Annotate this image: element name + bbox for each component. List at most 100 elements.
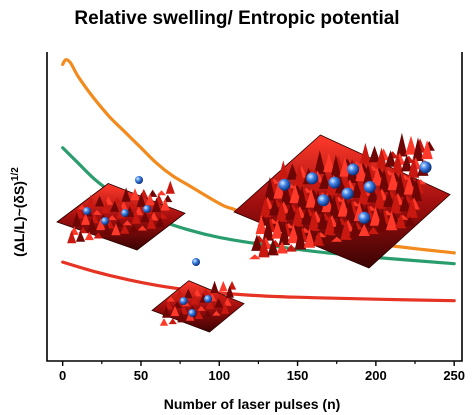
- inset-surface-peak: [285, 244, 297, 252]
- inset-surface-peak: [86, 194, 96, 209]
- inset-surface-peak: [140, 211, 150, 223]
- inset-surface-peak: [303, 228, 316, 248]
- inset-surface-peak: [273, 179, 285, 199]
- inset-surface-peak: [378, 168, 390, 193]
- inset-dot: [101, 217, 109, 225]
- inset-surface-peak: [210, 280, 219, 293]
- inset-surface-peak: [383, 190, 395, 207]
- inset-surface-peak: [406, 196, 418, 218]
- inset-surface-peak: [403, 175, 415, 195]
- inset-surface-peak: [194, 310, 204, 319]
- inset-surface-peak: [293, 165, 306, 187]
- inset-surface-peak: [75, 230, 86, 242]
- inset-surface-peak: [330, 154, 342, 179]
- inset-surface-peak: [184, 288, 193, 299]
- inset-surface-peak: [190, 293, 199, 305]
- inset-surface-peak: [177, 310, 186, 323]
- svg-text:(ΔL/L)~(δS)1/2: (ΔL/L)~(δS)1/2: [10, 167, 27, 257]
- inset-surface-peak: [121, 187, 131, 202]
- inset-surface-peak: [358, 183, 370, 205]
- inset-surface-peak: [351, 181, 363, 198]
- inset-surface-peak: [296, 185, 308, 210]
- inset-surface-peak: [328, 194, 340, 219]
- inset-surface-peak: [197, 305, 206, 311]
- inset-surface-peak: [201, 288, 210, 295]
- inset-surface-peak: [390, 192, 402, 214]
- inset-surface-peak: [314, 150, 326, 174]
- inset-surface-peak: [324, 214, 336, 236]
- inset-surface-peak: [255, 215, 267, 235]
- inset-surface-peak: [344, 199, 356, 224]
- inset-dot: [419, 161, 432, 174]
- series-line-3: [61, 260, 456, 303]
- inset-surface-peak: [130, 188, 140, 201]
- inset-surface-peak: [155, 216, 165, 228]
- inset-surface-peak: [214, 298, 223, 308]
- inset-surface-peak: [145, 193, 155, 206]
- series-line-2: [61, 146, 456, 266]
- inset-surface-peak: [289, 184, 301, 204]
- inset-surface-peak: [262, 216, 274, 241]
- inset-surface-peak: [323, 153, 335, 173]
- inset-surface-peak: [259, 196, 272, 218]
- inset-surface-1: [56, 176, 186, 251]
- inset-surface-peak: [395, 213, 407, 229]
- inset-surface-peak: [175, 288, 184, 300]
- inset-surface-peak: [225, 285, 234, 298]
- inset-surface-peak: [102, 222, 112, 237]
- inset-dot: [363, 181, 376, 193]
- inset-surface-peak: [271, 219, 283, 239]
- inset-surface-peak: [399, 194, 411, 212]
- inset-surface-peak: [355, 162, 367, 182]
- inset-surface-peak: [301, 207, 313, 225]
- inset-surface-peak: [322, 234, 334, 244]
- inset-surface-peak: [166, 296, 175, 302]
- inset-surface-peak: [405, 135, 417, 155]
- inset-surface-peak: [160, 198, 170, 211]
- inset-surface-peak: [376, 208, 389, 233]
- y-axis-label-superscript: 1/2: [10, 167, 21, 181]
- x-tick-label: 250: [443, 368, 465, 383]
- inset-surface-peak: [305, 188, 317, 208]
- inset-surface-peak: [277, 160, 289, 182]
- inset-dot: [121, 209, 129, 217]
- inset-surface-peak: [67, 230, 77, 244]
- inset-dot: [278, 178, 291, 191]
- inset-surface-peak: [137, 225, 147, 231]
- inset-surface-peak: [337, 197, 349, 217]
- inset-dot: [306, 172, 319, 185]
- inset-surface-peak: [168, 318, 177, 325]
- x-tick-label: 50: [134, 368, 148, 383]
- inset-surface-peak: [264, 176, 276, 201]
- inset-surface-peak: [258, 236, 270, 258]
- inset-surface-peak: [107, 215, 117, 221]
- inset-surface-peak: [280, 181, 292, 205]
- inset-surface-peak: [267, 238, 279, 256]
- inset-surface-peak: [72, 212, 82, 227]
- inset-surface-peak: [349, 221, 361, 238]
- inset-surface-peak: [375, 147, 388, 169]
- inset-surface-peak: [387, 171, 399, 191]
- inset-surface-peak: [95, 195, 105, 207]
- inset-surface-peak: [371, 166, 383, 186]
- inset-surface-peak: [212, 310, 221, 316]
- inset-surface-peak: [93, 232, 103, 239]
- inset-surface-peak: [410, 177, 422, 202]
- x-tick-label: 0: [59, 368, 66, 383]
- inset-surface-peak: [120, 224, 130, 234]
- inset-surface-peak: [287, 224, 300, 244]
- inset-surface-peak: [162, 305, 171, 318]
- inset-surface-peak: [219, 280, 228, 292]
- inset-surface-peak: [401, 154, 413, 172]
- x-axis-ticks: 0 50 100 150 200 250: [59, 361, 465, 383]
- inset-surface-peak: [173, 301, 182, 308]
- inset-dot: [317, 194, 330, 207]
- inset-surface-3: [233, 132, 451, 269]
- inset-surface-peak: [221, 302, 230, 314]
- inset-dot: [358, 211, 371, 224]
- inset-surface-peak: [369, 206, 382, 226]
- inset-surface-peak: [285, 203, 297, 220]
- inset-surface-peak: [111, 223, 121, 236]
- inset-surface-peak: [412, 137, 424, 161]
